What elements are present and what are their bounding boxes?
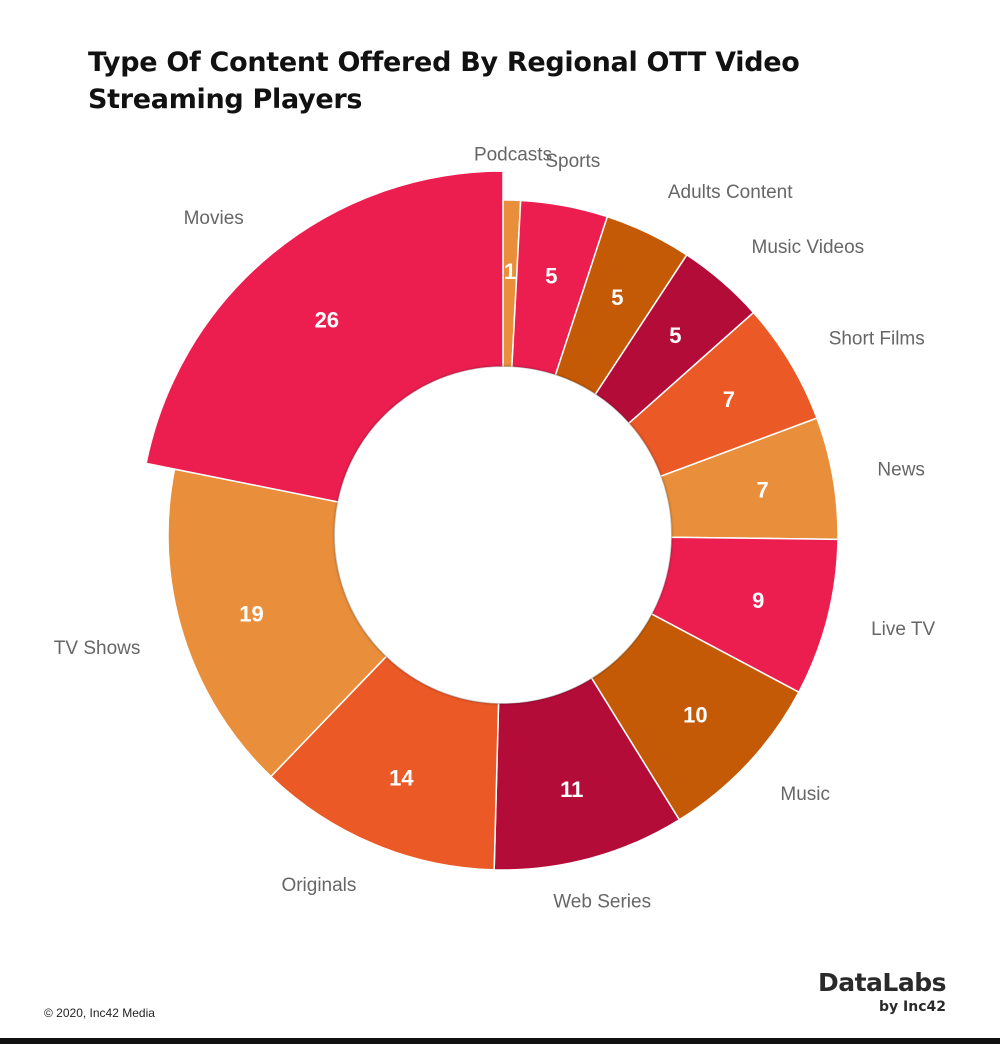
category-label-short-films: Short Films: [829, 329, 925, 350]
brand-logo: DataLabs by Inc42: [817, 968, 947, 1016]
value-label-music-videos: 5: [669, 323, 681, 348]
value-label-tv-shows: 19: [239, 601, 263, 626]
category-label-adults-content: Adults Content: [668, 182, 793, 203]
value-label-originals: 14: [389, 766, 414, 791]
category-label-podcasts: Podcasts: [474, 145, 552, 166]
copyright-text: © 2020, Inc42 Media: [44, 1006, 155, 1020]
slices-layer: [145, 170, 839, 871]
brand-subtitle: by Inc42: [879, 999, 946, 1015]
value-label-music: 10: [683, 703, 707, 728]
value-label-short-films: 7: [723, 387, 735, 412]
bottom-bar: [0, 1038, 1000, 1044]
value-label-news: 7: [757, 478, 769, 503]
category-label-web-series: Web Series: [553, 891, 651, 912]
chart-title: Type Of Content Offered By Regional OTT …: [88, 47, 800, 115]
category-label-news: News: [877, 460, 925, 481]
value-label-movies: 26: [315, 307, 339, 332]
category-label-live-tv: Live TV: [871, 619, 935, 640]
category-label-movies: Movies: [184, 208, 244, 229]
brand-name: DataLabs: [817, 968, 947, 997]
value-label-podcasts: 1: [504, 259, 516, 284]
category-label-sports: Sports: [545, 151, 600, 172]
category-label-music: Music: [780, 784, 830, 805]
category-label-music-videos: Music Videos: [752, 237, 865, 258]
value-label-adults-content: 5: [611, 285, 623, 310]
value-label-live-tv: 9: [752, 588, 764, 613]
category-label-tv-shows: TV Shows: [54, 638, 141, 659]
value-label-sports: 5: [545, 263, 557, 288]
category-label-originals: Originals: [281, 875, 356, 896]
value-labels: 1 5 5 5 7 7 9 10 11 14 19 26: [239, 259, 768, 802]
donut-hole: [335, 367, 671, 703]
slice-movies: [145, 170, 504, 503]
value-label-web-series: 11: [560, 777, 583, 802]
